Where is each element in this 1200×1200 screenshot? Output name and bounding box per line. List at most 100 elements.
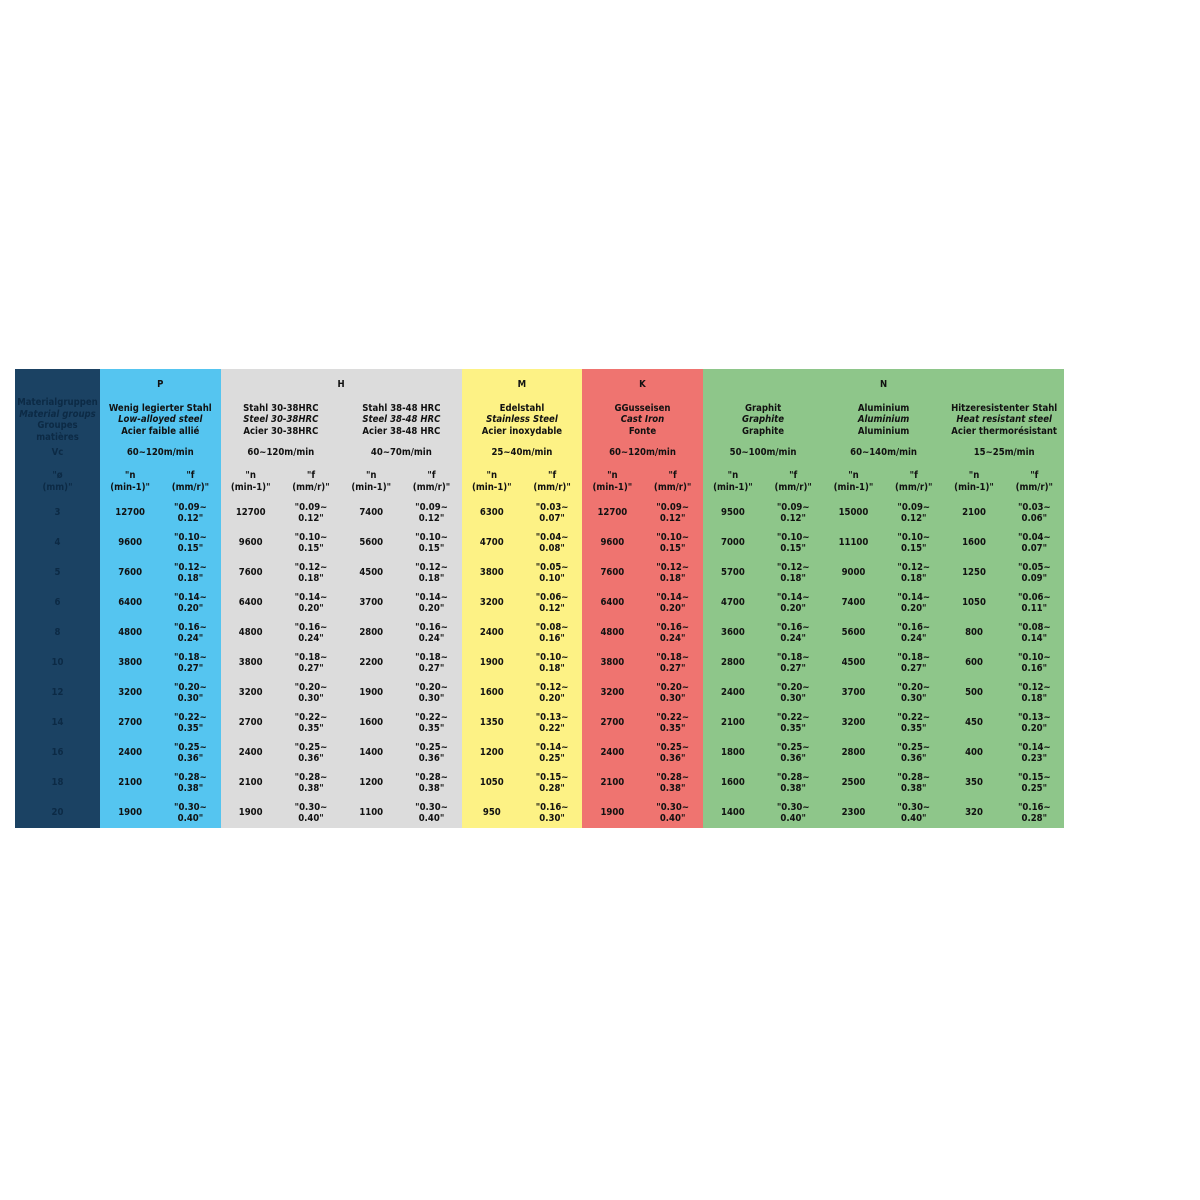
rpm-value: 1250 <box>962 567 986 579</box>
rpm-value: 3800 <box>479 567 504 579</box>
f-value-cell: "0.12~ 0.18" <box>883 558 944 588</box>
rpm-value: 2300 <box>841 807 866 819</box>
f-value-cell: "0.05~ 0.10" <box>521 558 583 588</box>
n-value-cell: 1900 <box>461 648 522 678</box>
rpm-value: 2400 <box>600 747 625 759</box>
group-header-M: M <box>461 369 583 400</box>
feed-value-line: 0.15" <box>900 543 927 554</box>
feed-value-line: "0.14~ <box>656 591 689 603</box>
f-value-cell: "0.18~ 0.27" <box>160 648 221 678</box>
f-value-cell: "0.12~ 0.18" <box>401 558 462 588</box>
feed-value-line: 0.16" <box>1021 663 1048 674</box>
rpm-value: 350 <box>965 777 983 789</box>
material-name-line: GGusseisen <box>614 402 671 414</box>
f-header: "f (mm/r)" <box>642 465 703 498</box>
feed-value-line: 0.10" <box>539 573 565 584</box>
f-header-line: (mm/r)" <box>412 481 451 493</box>
group-header-P: P <box>100 369 221 400</box>
vc-value: 50~100m/min <box>729 446 797 458</box>
f-value-cell: "0.14~ 0.20" <box>883 588 944 618</box>
material-name-line: Acier inoxydable <box>481 425 563 437</box>
n-header-line: (min-1)" <box>592 481 633 493</box>
feed-value-line: "0.16~ <box>897 621 931 633</box>
f-value-cell: "0.14~ 0.23" <box>1004 738 1065 768</box>
n-value-cell: 1900 <box>220 798 281 828</box>
feed-value-line: 0.08" <box>539 543 565 554</box>
rpm-value: 3600 <box>721 627 745 639</box>
rpm-value: 1600 <box>359 717 384 729</box>
f-value-cell: "0.04~ 0.08" <box>521 528 583 558</box>
feed-value-line: 0.20" <box>659 603 686 614</box>
n-value-cell: 5700 <box>702 558 764 588</box>
f-value-cell: "0.22~ 0.35" <box>642 708 703 738</box>
f-value-cell: "0.22~ 0.35" <box>763 708 824 738</box>
rpm-value: 4500 <box>359 567 384 579</box>
n-value-cell: 6400 <box>582 588 643 618</box>
n-value-cell: 320 <box>943 798 1005 828</box>
n-value-cell: 1400 <box>702 798 764 828</box>
rpm-value: 1900 <box>600 807 625 819</box>
n-value-cell: 3800 <box>100 648 161 678</box>
f-value-cell: "0.20~ 0.30" <box>401 678 462 708</box>
n-value-cell: 450 <box>943 708 1005 738</box>
feed-value-line: 0.12" <box>418 513 445 524</box>
feed-value-line: "0.22~ <box>294 711 328 723</box>
n-value-cell: 12700 <box>582 498 643 528</box>
material-name-line: Steel 38-48 HRC <box>362 414 441 426</box>
feed-value-line: 0.38" <box>780 783 806 794</box>
cutting-speed: 15~25m/min <box>943 440 1065 465</box>
cutting-speed: 25~40m/min <box>461 440 583 465</box>
vc-value: 60~120m/min <box>247 446 315 458</box>
rpm-value: 9000 <box>841 567 866 579</box>
n-value-cell: 2100 <box>582 768 643 798</box>
n-header-line: "n <box>365 470 377 481</box>
n-value-cell: 12700 <box>220 498 281 528</box>
diameter-value: 6 <box>54 597 61 609</box>
feed-value-line: "0.09~ <box>776 501 810 513</box>
rpm-value: 2400 <box>479 627 504 639</box>
material-name-line: Hitzeresistenter Stahl <box>951 402 1058 414</box>
n-value-cell: 6300 <box>461 498 522 528</box>
feed-value-line: "0.20~ <box>415 681 448 693</box>
feed-value-line: 0.38" <box>177 783 204 794</box>
f-value-cell: "0.09~ 0.12" <box>883 498 944 528</box>
n-value-cell: 950 <box>461 798 522 828</box>
group-letter: H <box>337 378 345 390</box>
diameter-value: 8 <box>54 627 61 639</box>
n-value-cell: 3600 <box>702 618 764 648</box>
feed-value-line: "0.12~ <box>897 561 931 573</box>
f-value-cell: "0.10~ 0.16" <box>1004 648 1065 678</box>
f-value-cell: "0.04~ 0.07" <box>1004 528 1065 558</box>
rpm-value: 15000 <box>838 507 869 519</box>
n-value-cell: 1050 <box>943 588 1005 618</box>
f-value-cell: "0.12~ 0.20" <box>521 678 583 708</box>
feed-value-line: 0.30" <box>900 693 927 704</box>
material-name: Aluminium Aluminium Aluminium <box>823 400 944 440</box>
material-name-line: Graphite <box>742 414 785 426</box>
material-name-line: Fonte <box>628 425 657 437</box>
n-header-line: (min-1)" <box>471 481 512 493</box>
f-value-cell: "0.25~ 0.36" <box>401 738 462 768</box>
f-value-cell: "0.18~ 0.27" <box>642 648 703 678</box>
feed-value-line: 0.27" <box>780 663 806 674</box>
n-header-line: "n <box>607 470 618 481</box>
f-value-cell: "0.06~ 0.12" <box>521 588 583 618</box>
feed-value-line: 0.24" <box>298 633 324 644</box>
cutting-speed: 50~100m/min <box>702 440 824 465</box>
feed-value-line: "0.20~ <box>897 681 931 693</box>
rpm-value: 2400 <box>721 687 745 699</box>
feed-value-line: 0.12" <box>539 603 565 614</box>
feed-value-line: 0.36" <box>900 753 927 764</box>
feed-value-line: 0.20" <box>1021 723 1048 734</box>
feed-value-line: "0.20~ <box>294 681 328 693</box>
rpm-value: 4700 <box>721 597 745 609</box>
feed-value-line: 0.36" <box>780 753 806 764</box>
n-value-cell: 2500 <box>823 768 884 798</box>
vc-label: Vc <box>15 440 100 465</box>
f-value-cell: "0.16~ 0.24" <box>642 618 703 648</box>
material-name-line: Steel 30-38HRC <box>243 414 319 426</box>
feed-value-line: "0.16~ <box>535 801 569 813</box>
f-value-cell: "0.14~ 0.20" <box>763 588 824 618</box>
n-value-cell: 7600 <box>220 558 281 588</box>
f-value-cell: "0.25~ 0.36" <box>763 738 824 768</box>
